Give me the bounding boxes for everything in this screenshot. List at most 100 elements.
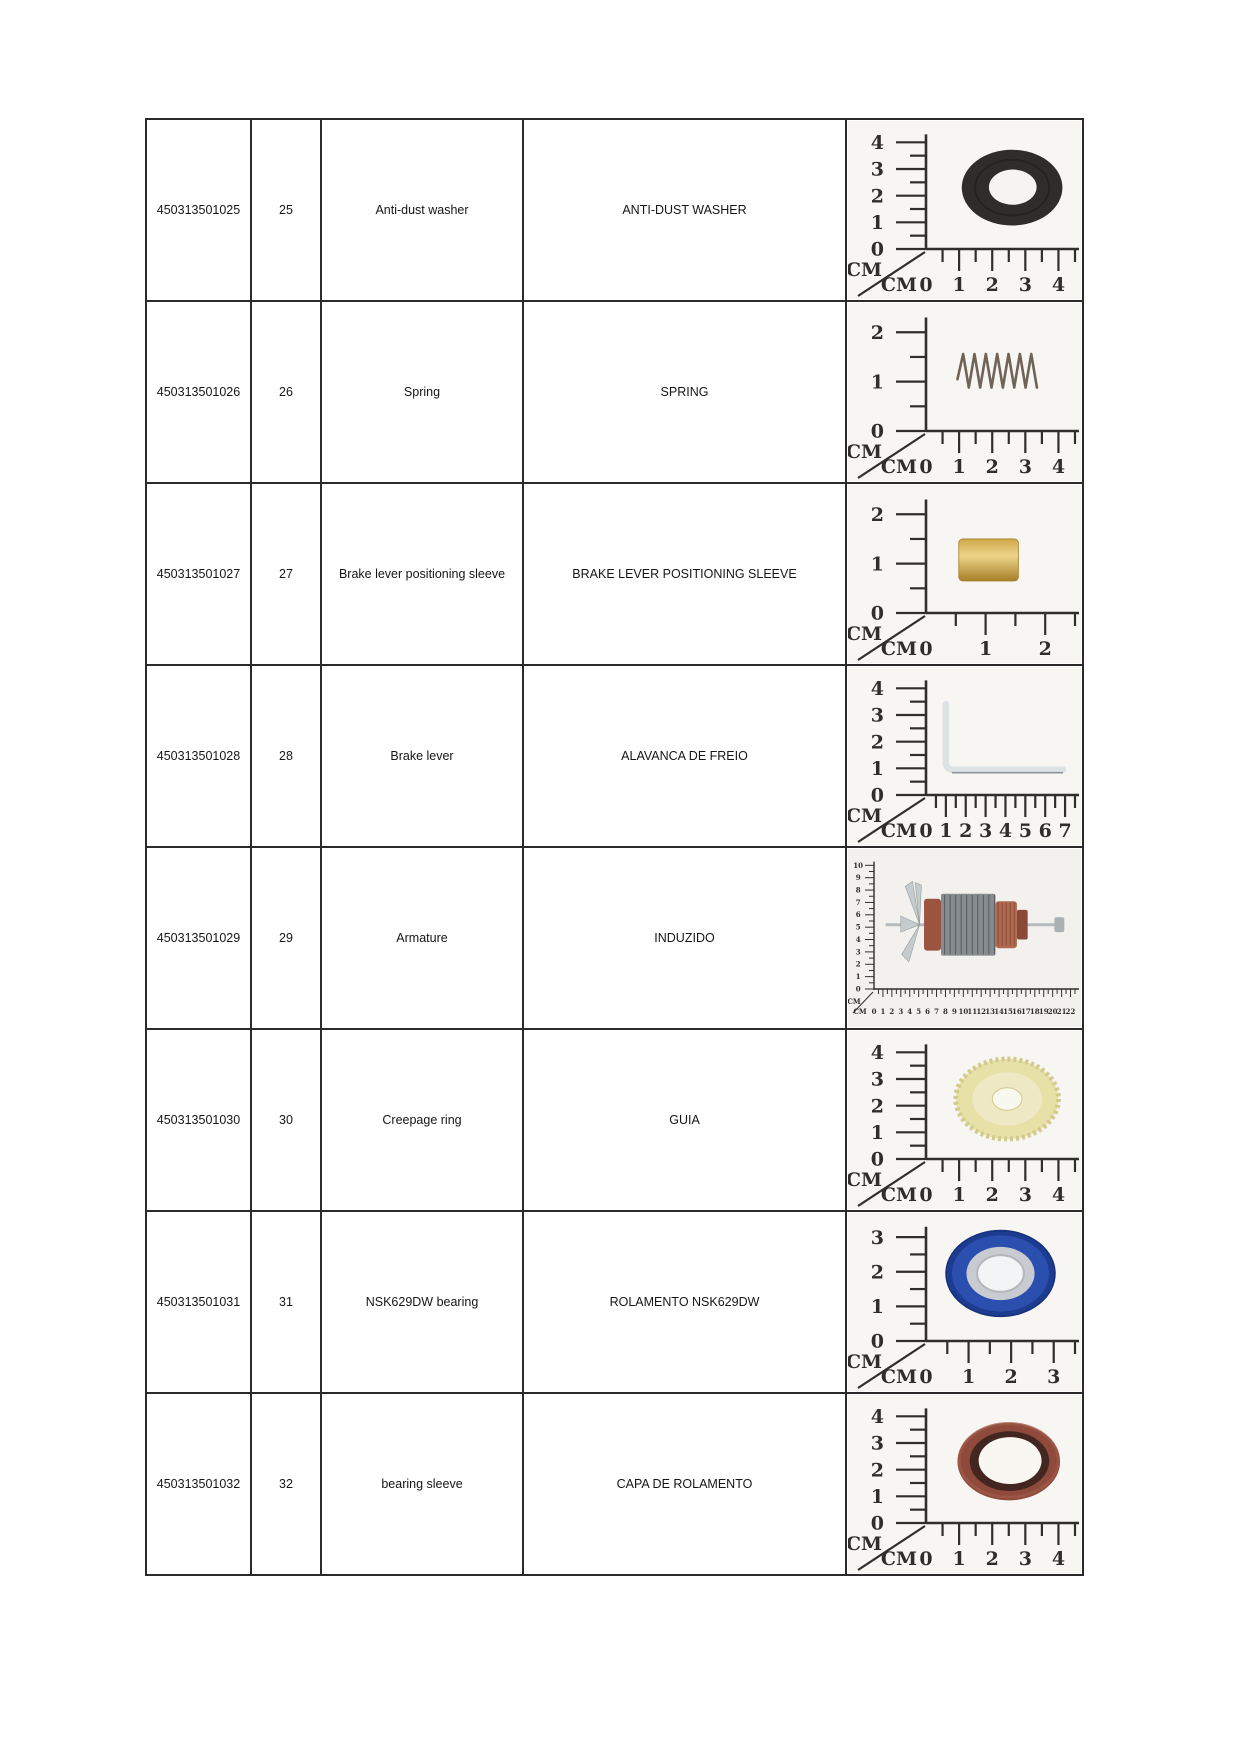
ruler-label: 2 <box>959 820 972 842</box>
ruler-label: 0 <box>919 274 932 296</box>
ruler-label: 7 <box>934 1007 939 1016</box>
part-photo-cell: 4 3 2 1 0 CM 0 1 2 3 4 5 6 7 CM <box>845 664 1084 848</box>
ruler-label: 4 <box>871 678 884 700</box>
ruler-label: 8 <box>943 1007 948 1016</box>
ruler-label: 4 <box>1052 274 1065 296</box>
part-photo-cell: 3 2 1 0 CM 0 1 2 3 CM <box>845 1210 1084 1394</box>
ruler-label: 3 <box>856 947 861 956</box>
ruler-label: 20 <box>1048 1007 1058 1016</box>
table-row: 450313501027 27 Brake lever positioning sl… <box>145 482 1084 666</box>
ruler-label: 2 <box>871 731 884 753</box>
ruler-label: 1 <box>871 1486 884 1508</box>
part-photo-bearing-sleeve: 4 3 2 1 0 CM 0 1 2 3 4 CM <box>848 1395 1081 1573</box>
part-photo-anti-dust-washer: 4 3 2 1 0 CM 0 1 2 3 4 CM <box>848 121 1081 299</box>
ruler-label: CM <box>848 805 882 827</box>
ruler-label: 0 <box>871 1331 884 1353</box>
ruler-label: 0 <box>871 239 884 261</box>
ruler-label: 3 <box>871 1069 884 1091</box>
table-row: 450313501032 32 bearing sleeve CAPA DE ROLA… <box>145 1392 1084 1576</box>
ruler-label: 18 <box>1030 1007 1040 1016</box>
ruler-label: 4 <box>856 935 861 944</box>
ruler-label: 0 <box>919 638 932 660</box>
table-row: 450313501026 26 Spring SPRING 2 1 0 CM 0 1 2 3 4 CM <box>145 300 1084 484</box>
ruler-label: 2 <box>986 274 999 296</box>
part-photo-armature: 10 9 8 7 6 5 4 3 2 1 0 CM 0 1 2 3 4 5 6 7 8 9 10 11 12 13 14 15 16 17… <box>848 849 1081 1027</box>
ruler-label: 3 <box>1019 1548 1032 1570</box>
parts-table: 450313501025 25 Anti-dust washer ANTI-DUST … <box>145 118 1084 1576</box>
ruler-label: CM <box>881 638 917 660</box>
part-photo-bearing: 3 2 1 0 CM 0 1 2 3 CM <box>848 1213 1081 1391</box>
ruler-label: 4 <box>871 1406 884 1428</box>
part-number-cell: 450313501030 <box>145 1028 252 1212</box>
ruler-label: 1 <box>871 1296 884 1318</box>
description-pt-cell: CAPA DE ROLAMENTO <box>522 1392 847 1576</box>
ruler-label: 7 <box>1058 820 1071 842</box>
ruler-label: 1 <box>952 1184 965 1206</box>
ruler-label: 4 <box>999 820 1012 842</box>
part-number-cell: 450313501025 <box>145 118 252 302</box>
ruler-label: 0 <box>871 421 884 443</box>
item-number-cell: 28 <box>250 664 322 848</box>
part-photo-cell: 2 1 0 CM 0 1 2 3 4 CM <box>845 300 1084 484</box>
item-number-cell: 31 <box>250 1210 322 1394</box>
ruler-label: 0 <box>871 603 884 625</box>
ruler-label: 4 <box>1052 456 1065 478</box>
ruler-label: 3 <box>898 1007 903 1016</box>
part-drawing-bearing-sleeve <box>957 1422 1061 1501</box>
description-pt-cell: INDUZIDO <box>522 846 847 1030</box>
ruler-label: 2 <box>1005 1366 1018 1388</box>
ruler-label: 2 <box>986 456 999 478</box>
ruler-label: 2 <box>986 1548 999 1570</box>
ruler-label: 2 <box>856 960 861 969</box>
description-en-cell: Spring <box>320 300 524 484</box>
part-drawing-brake-lever <box>942 701 1067 774</box>
description-pt-cell: ALAVANCA DE FREIO <box>522 664 847 848</box>
part-photo-cell: 4 3 2 1 0 CM 0 1 2 3 4 CM <box>845 1028 1084 1212</box>
ruler-label: 15 <box>1003 1007 1013 1016</box>
description-pt-cell: BRAKE LEVER POSITIONING SLEEVE <box>522 482 847 666</box>
ruler-label: 2 <box>871 1261 884 1283</box>
item-number-cell: 26 <box>250 300 322 484</box>
ruler-label: 19 <box>1039 1007 1049 1016</box>
item-number-cell: 29 <box>250 846 322 1030</box>
ruler-label: 9 <box>856 873 861 882</box>
ruler-label: CM <box>848 259 882 281</box>
part-drawing-creepage-ring <box>953 1056 1061 1142</box>
ruler-label: 1 <box>952 274 965 296</box>
part-drawing-bearing <box>945 1229 1056 1318</box>
ruler-label: 1 <box>871 1122 884 1144</box>
ruler-label: CM <box>881 456 917 478</box>
ruler-label: 17 <box>1021 1007 1031 1016</box>
ruler-label: 4 <box>1052 1548 1065 1570</box>
ruler-label: CM <box>881 820 917 842</box>
item-number-cell: 25 <box>250 118 322 302</box>
part-photo-creepage-ring: 4 3 2 1 0 CM 0 1 2 3 4 CM <box>848 1031 1081 1209</box>
part-number-cell: 450313501026 <box>145 300 252 484</box>
ruler-label: 2 <box>871 1095 884 1117</box>
ruler-label: 1 <box>871 553 884 575</box>
ruler-label: 1 <box>979 638 992 660</box>
ruler-label: 12 <box>976 1007 986 1016</box>
description-en-cell: Anti-dust washer <box>320 118 524 302</box>
ruler-label: 3 <box>871 705 884 727</box>
part-drawing-brass-sleeve <box>958 538 1019 582</box>
table-row: 450313501030 30 Creepage ring GUIA 4 3 2 1 0 CM 0 1… <box>145 1028 1084 1212</box>
ruler-label: 1 <box>939 820 952 842</box>
part-photo-cell: 4 3 2 1 0 CM 0 1 2 3 4 CM <box>845 1392 1084 1576</box>
description-pt-cell: SPRING <box>522 300 847 484</box>
ruler-label: 0 <box>872 1007 877 1016</box>
ruler-label: 4 <box>871 1042 884 1064</box>
description-pt-cell: ANTI-DUST WASHER <box>522 118 847 302</box>
ruler-label: 0 <box>919 1548 932 1570</box>
ruler-label: 11 <box>967 1007 977 1016</box>
table-row: 450313501028 28 Brake lever ALAVANCA DE FRE… <box>145 664 1084 848</box>
table-row: 450313501029 29 Armature INDUZIDO 10 9 8 7 6 5 4 3 2… <box>145 846 1084 1030</box>
ruler-label: 1 <box>856 972 861 981</box>
ruler-label: 3 <box>1047 1366 1060 1388</box>
ruler-label: CM <box>853 1007 867 1016</box>
ruler-label: 5 <box>1019 820 1032 842</box>
ruler-label: 3 <box>871 1433 884 1455</box>
part-number-cell: 450313501031 <box>145 1210 252 1394</box>
ruler-label: 1 <box>871 371 884 393</box>
